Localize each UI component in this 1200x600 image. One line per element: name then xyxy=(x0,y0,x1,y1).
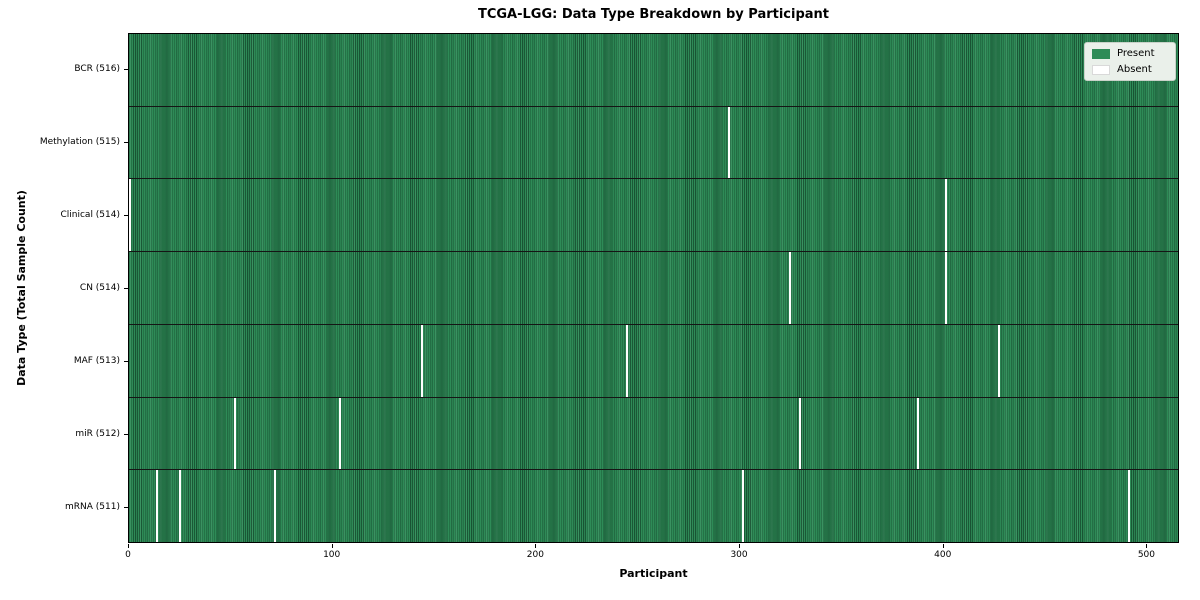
y-tick-mark xyxy=(124,69,128,71)
y-tick-label: CN (514) xyxy=(79,283,120,293)
absent-line xyxy=(274,470,277,543)
x-tick-label: 500 xyxy=(1137,550,1155,560)
absent-line xyxy=(129,179,131,252)
absent-line xyxy=(727,106,730,179)
absent-line xyxy=(945,252,948,324)
heatmap-row-cn xyxy=(129,251,1178,324)
absent-line xyxy=(916,397,919,470)
y-tick-label: BCR (516) xyxy=(74,64,120,75)
legend-item-absent: Absent xyxy=(1092,64,1168,75)
legend: Present Absent xyxy=(1084,42,1176,81)
absent-line xyxy=(233,397,236,470)
x-tick-mark xyxy=(331,544,333,548)
heatmap-row-mir xyxy=(129,396,1178,470)
x-tick-mark xyxy=(1146,544,1148,548)
y-tick-label: mRNA (511) xyxy=(65,501,120,512)
legend-item-present: Present xyxy=(1092,48,1168,59)
chart-title: TCGA-LGG: Data Type Breakdown by Partici… xyxy=(477,7,830,22)
absent-swatch-icon xyxy=(1092,64,1110,75)
heatmap-row-maf xyxy=(129,323,1178,397)
heatmap-row-mrna xyxy=(129,469,1178,543)
y-tick-label: miR (512) xyxy=(75,428,120,439)
absent-line xyxy=(945,179,948,252)
y-tick-mark xyxy=(124,288,128,289)
x-tick-mark xyxy=(128,544,129,548)
absent-line xyxy=(156,470,159,543)
legend-label-present: Present xyxy=(1117,48,1155,59)
x-tick-mark xyxy=(942,544,944,548)
x-tick-mark xyxy=(739,544,741,548)
absent-line xyxy=(741,470,744,543)
x-tick-label: 400 xyxy=(934,550,952,560)
heatmap-row-clinical xyxy=(129,178,1178,252)
x-tick-mark xyxy=(535,544,537,548)
y-tick-label: Clinical (514) xyxy=(60,210,120,221)
y-tick-label: MAF (513) xyxy=(73,355,120,366)
y-tick-label: Methylation (515) xyxy=(39,137,120,148)
x-axis-title: Participant xyxy=(619,567,688,580)
x-tick-label: 300 xyxy=(730,550,748,560)
x-tick-label: 0 xyxy=(125,550,131,560)
absent-line xyxy=(1128,470,1131,543)
heatmap-row-bcr xyxy=(129,34,1178,106)
absent-line xyxy=(339,397,342,470)
absent-line xyxy=(420,324,423,397)
absent-line xyxy=(798,397,801,470)
y-axis-title: Data Type (Total Sample Count) xyxy=(15,190,28,386)
absent-line xyxy=(788,252,791,324)
y-tick-mark xyxy=(124,215,128,217)
x-tick-label: 100 xyxy=(323,550,341,560)
y-tick-mark xyxy=(124,433,128,435)
absent-line xyxy=(998,324,1001,397)
y-tick-mark xyxy=(124,142,128,144)
absent-line xyxy=(626,324,629,397)
plot-area xyxy=(128,33,1179,543)
legend-label-absent: Absent xyxy=(1117,64,1152,75)
absent-line xyxy=(178,470,181,543)
heatmap-row-methylation xyxy=(129,105,1178,179)
y-tick-mark xyxy=(124,360,128,362)
x-tick-label: 200 xyxy=(526,550,544,560)
present-swatch-icon xyxy=(1092,48,1110,59)
y-tick-mark xyxy=(124,506,128,508)
